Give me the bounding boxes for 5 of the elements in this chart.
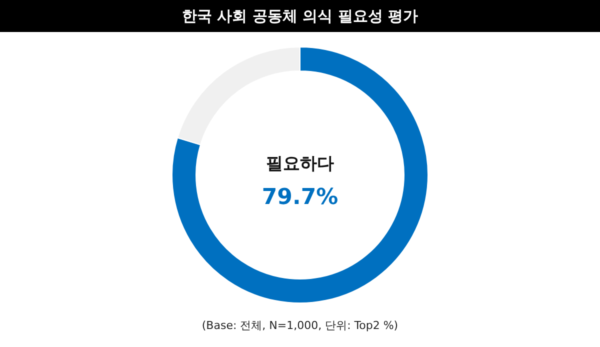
chart-title: 한국 사회 공동체 의식 필요성 평가	[0, 0, 600, 32]
slice-label: 필요하다	[266, 154, 334, 174]
text: (Base: 전체, N=1,000, 단위: Top2 %)	[200, 318, 400, 333]
donut-slice	[172, 46, 428, 304]
data-label: 79.7%	[262, 185, 338, 210]
